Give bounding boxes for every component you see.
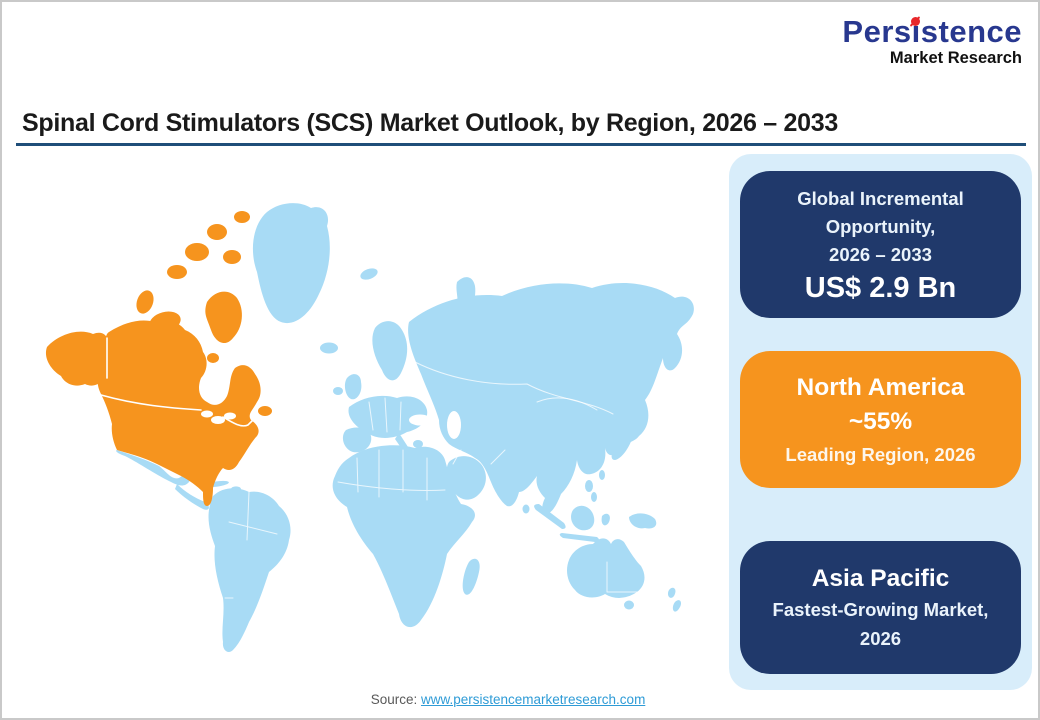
north-america-heading: North America xyxy=(796,373,965,401)
logo-brand-pre: Pers xyxy=(842,14,912,49)
source-line: Source: www.persistencemarketresearch.co… xyxy=(2,692,1014,707)
asia-pacific-caption-line1: Fastest-Growing Market, xyxy=(772,599,989,620)
world-map xyxy=(17,162,717,697)
card-global-incremental-opportunity: Global Incremental Opportunity, 2026 – 2… xyxy=(740,171,1021,318)
map-lakes-seas xyxy=(201,410,461,439)
map-base-land xyxy=(116,203,694,653)
global-card-line3: 2026 – 2033 xyxy=(829,243,932,265)
north-america-caption: Leading Region, 2026 xyxy=(785,443,976,465)
north-america-share: ~55% xyxy=(848,407,913,435)
logo-subtitle: Market Research xyxy=(889,49,1022,67)
logo-brand-post: stence xyxy=(920,14,1022,49)
global-card-value: US$ 2.9 Bn xyxy=(804,271,957,304)
map-north-america-highlight xyxy=(45,211,272,506)
persistence-market-research-logo: Persi stence Market Research xyxy=(842,16,1022,67)
asia-pacific-heading: Asia Pacific xyxy=(811,565,950,592)
card-north-america: North America ~55% Leading Region, 2026 xyxy=(740,351,1021,488)
global-card-line2: Opportunity, xyxy=(825,215,936,237)
logo-brand-text: Persi stence xyxy=(842,16,1022,47)
map-country-borders xyxy=(100,337,643,599)
world-map-svg xyxy=(45,203,694,653)
stats-panel: Global Incremental Opportunity, 2026 – 2… xyxy=(729,154,1032,690)
logo-star-icon xyxy=(910,17,920,26)
page-title: Spinal Cord Stimulators (SCS) Market Out… xyxy=(22,109,838,137)
card-asia-pacific: Asia Pacific Fastest-Growing Market, 202… xyxy=(740,541,1021,674)
logo-i-letter: i xyxy=(911,14,921,49)
source-label: Source: xyxy=(370,692,418,707)
source-link[interactable]: www.persistencemarketresearch.com xyxy=(420,692,646,707)
global-card-line1: Global Incremental xyxy=(797,187,964,209)
title-underline xyxy=(16,143,1026,146)
asia-pacific-caption-line2: 2026 xyxy=(859,628,902,649)
logo-brand-i: i xyxy=(910,14,921,49)
